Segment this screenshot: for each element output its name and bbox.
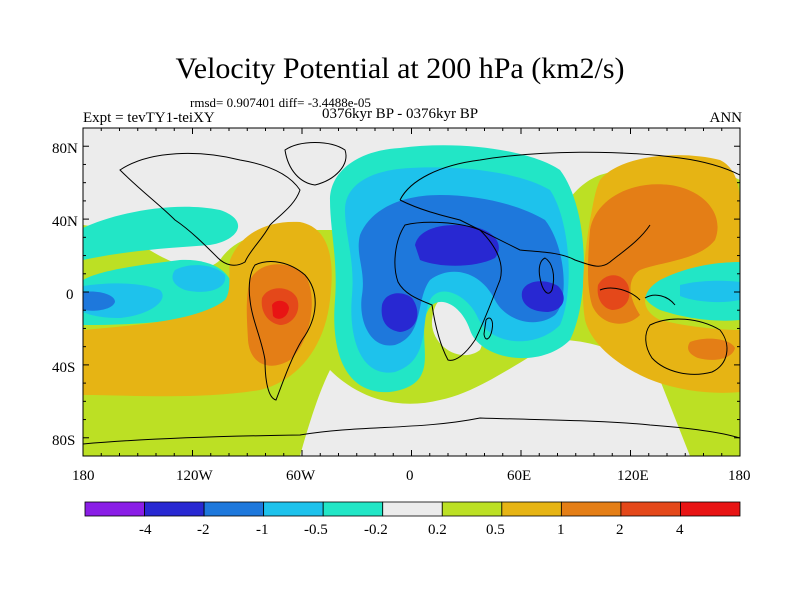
colorbar-box bbox=[501, 501, 562, 517]
lon-label-180e: 180 bbox=[728, 468, 751, 484]
colorbar-box bbox=[322, 501, 384, 517]
coast-india bbox=[538, 257, 555, 294]
coastlines bbox=[83, 142, 740, 445]
lon-label-60w: 60W bbox=[286, 468, 316, 484]
contour-positive-2-asia bbox=[597, 275, 630, 310]
lat-label-40n: 40N bbox=[52, 214, 78, 230]
colorbar-box bbox=[560, 501, 622, 517]
contour-positive-1-australia bbox=[688, 338, 735, 360]
colorbar-box bbox=[203, 501, 265, 517]
coast-north-america bbox=[119, 152, 301, 266]
coast-africa bbox=[394, 221, 502, 361]
contour-negative-west-pacific-inner bbox=[680, 280, 740, 303]
lat-label-40s: 40S bbox=[52, 360, 76, 376]
contour-negative-2-indian bbox=[521, 281, 564, 312]
colorbar-label: 0.2 bbox=[428, 522, 447, 538]
colorbar-box bbox=[382, 501, 443, 517]
colorbar-label: -4 bbox=[139, 522, 152, 538]
contour-negative-2-north-africa bbox=[415, 224, 499, 266]
coast-south-america bbox=[248, 261, 316, 401]
experiment-label: Expt = tevTY1-teiXY bbox=[83, 110, 215, 126]
colorbar-box bbox=[144, 501, 205, 517]
colorbar-label: 2 bbox=[616, 522, 624, 538]
contour-field bbox=[83, 128, 740, 456]
coast-madagascar bbox=[483, 317, 493, 340]
lon-label-120w: 120W bbox=[176, 468, 213, 484]
coast-antarctica bbox=[83, 417, 740, 445]
lon-label-120e: 120E bbox=[617, 468, 649, 484]
coast-maritime bbox=[599, 287, 676, 306]
colorbar-box bbox=[680, 501, 741, 517]
colorbar-label: 1 bbox=[557, 522, 565, 538]
coast-europe-asia bbox=[399, 151, 740, 267]
contour-negative-2-gulf-guinea bbox=[381, 293, 418, 332]
figure-title: Velocity Potential at 200 hPa (km2/s) bbox=[175, 52, 625, 85]
colorbar-box bbox=[441, 501, 503, 517]
colorbar-label: -0.5 bbox=[304, 522, 328, 538]
lat-label-80s: 80S bbox=[52, 433, 76, 449]
colorbar-label: 4 bbox=[676, 522, 684, 538]
colorbar-box bbox=[620, 501, 681, 517]
contour-positive-4-america bbox=[272, 300, 289, 319]
colorbar-label: -0.2 bbox=[364, 522, 388, 538]
colorbar bbox=[84, 501, 741, 517]
lat-label-eq: 0 bbox=[66, 287, 74, 303]
lat-label-80n: 80N bbox=[52, 141, 78, 157]
period-label: 0376kyr BP - 0376kyr BP bbox=[321, 106, 479, 122]
colorbar-label: -1 bbox=[256, 522, 269, 538]
colorbar-box bbox=[84, 501, 145, 517]
stats-line: rmsd= 0.907401 diff= -3.4488e-05 bbox=[190, 95, 371, 110]
coast-greenland bbox=[284, 142, 347, 186]
contour-negative-east-pacific-core bbox=[83, 291, 115, 311]
contour-negative-east-pacific-east bbox=[172, 265, 226, 292]
axis-ticks bbox=[82, 127, 741, 457]
lon-label-0: 0 bbox=[406, 468, 414, 484]
lon-label-60e: 60E bbox=[507, 468, 532, 484]
season-label: ANN bbox=[709, 110, 743, 126]
lon-label-180w: 180 bbox=[72, 468, 95, 484]
contour-negative-north-pacific bbox=[83, 206, 239, 260]
colorbar-box bbox=[263, 501, 324, 517]
colorbar-label: -2 bbox=[197, 522, 210, 538]
colorbar-label: 0.5 bbox=[486, 522, 505, 538]
coast-australia bbox=[645, 318, 728, 375]
